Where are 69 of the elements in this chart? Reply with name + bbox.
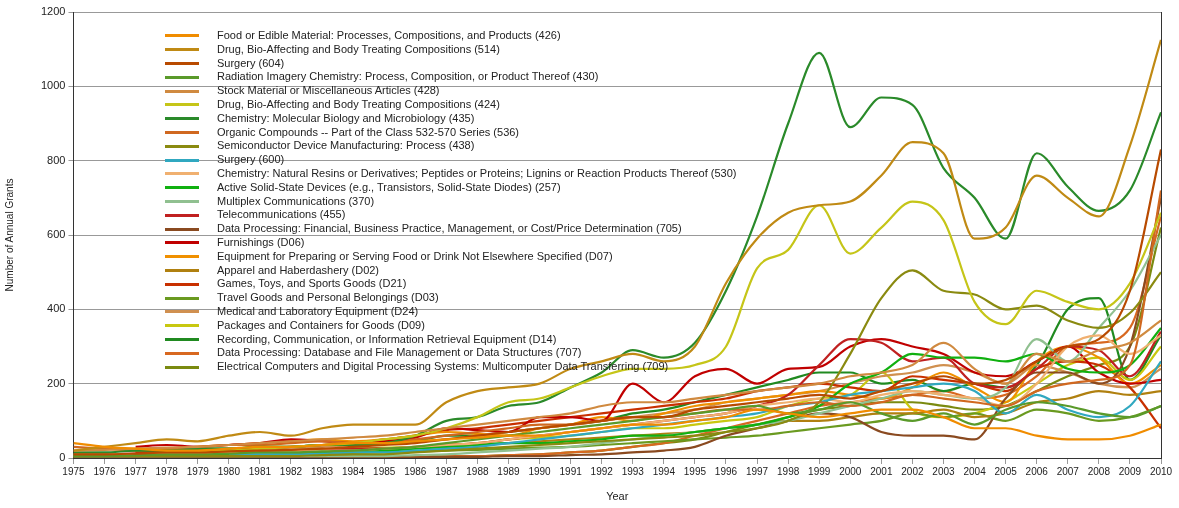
legend-label: Packages and Containers for Goods (D09) xyxy=(217,318,425,333)
legend-label: Telecommunications (455) xyxy=(217,208,346,223)
x-tick-label: 1987 xyxy=(435,465,458,477)
legend-label: Data Processing: Database and File Management or Data Structures (707) xyxy=(217,346,582,361)
x-tick-label: 2001 xyxy=(870,465,893,477)
legend-label: Apparel and Haberdashery (D02) xyxy=(217,263,380,278)
x-tick-label: 2010 xyxy=(1149,465,1173,477)
x-tick-label: 1981 xyxy=(248,465,272,477)
y-tick-label: 600 xyxy=(47,228,66,241)
legend-label: Equipment for Preparing or Serving Food or Drink Not Elsewhere Specified (D07) xyxy=(217,249,613,264)
x-tick-label: 1989 xyxy=(497,465,521,477)
y-tick-label: 0 xyxy=(59,451,66,464)
x-tick-label: 1988 xyxy=(466,465,489,477)
legend-label: Chemistry: Natural Resins or Derivatives; Peptides or Proteins; Lignins or Reaction Products Thereof (530) xyxy=(217,166,737,181)
x-tick-label: 1996 xyxy=(714,465,738,477)
x-tick-label: 2008 xyxy=(1087,465,1111,477)
x-tick-label: 1976 xyxy=(93,465,117,477)
y-axis-title: Number of Annual Grants xyxy=(3,178,15,292)
x-tick-label: 1980 xyxy=(217,465,241,477)
x-tick-label: 1998 xyxy=(777,465,800,477)
legend-label: Travel Goods and Personal Belongings (D03) xyxy=(217,291,439,305)
x-tick-label: 1975 xyxy=(62,465,86,477)
x-tick-label: 1997 xyxy=(745,465,769,477)
x-tick-label: 1983 xyxy=(310,465,334,477)
x-tick-label: 1992 xyxy=(590,465,614,477)
legend-label: Surgery (600) xyxy=(217,153,285,167)
y-tick-label: 1000 xyxy=(40,79,66,92)
x-tick-label: 2002 xyxy=(901,465,924,477)
x-tick-label: 1999 xyxy=(808,465,831,477)
x-tick-label: 1990 xyxy=(528,465,552,477)
x-tick-label: 1993 xyxy=(621,465,645,477)
x-tick-label: 2004 xyxy=(963,465,987,477)
legend-label: Drug, Bio-Affecting and Body Treating Compositions (424) xyxy=(217,97,500,112)
legend-label: Stock Material or Miscellaneous Articles (428) xyxy=(217,84,440,98)
legend-label: Organic Compounds -- Part of the Class 532-570 Series (536) xyxy=(217,125,520,140)
x-tick-label: 1991 xyxy=(559,465,583,477)
legend-label: Surgery (604) xyxy=(217,56,285,71)
y-tick-label: 200 xyxy=(47,376,66,389)
x-tick-label: 1978 xyxy=(155,465,179,477)
x-tick-label: 1984 xyxy=(342,465,365,477)
y-tick-label: 1200 xyxy=(40,5,66,18)
legend-label: Chemistry: Molecular Biology and Microbiology (435) xyxy=(217,111,475,126)
legend-label: Active Solid-State Devices (e.g., Transistors, Solid-State Diodes) (257) xyxy=(217,180,561,195)
legend-label: Furnishings (D06) xyxy=(217,235,305,250)
x-tick-label: 2003 xyxy=(932,465,956,477)
x-tick-label: 1994 xyxy=(652,465,676,477)
x-tick-label: 2000 xyxy=(839,465,862,477)
x-tick-label: 1995 xyxy=(683,465,707,477)
x-tick-label: 1979 xyxy=(186,465,210,477)
legend-label: Radiation Imagery Chemistry: Process, Composition, or Product Thereof (430) xyxy=(217,70,599,85)
x-tick-label: 1985 xyxy=(373,465,396,477)
x-tick-label: 2005 xyxy=(994,465,1018,477)
y-tick-label: 400 xyxy=(47,302,66,315)
legend-label: Games, Toys, and Sports Goods (D21) xyxy=(217,277,407,292)
x-tick-label: 1986 xyxy=(404,465,427,477)
x-tick-label: 2009 xyxy=(1118,465,1142,477)
y-tick-label: 800 xyxy=(47,153,66,166)
x-axis-title: Year xyxy=(606,490,629,503)
x-tick-label: 2007 xyxy=(1056,465,1080,477)
x-tick-label: 2006 xyxy=(1025,465,1049,477)
legend-label: Recording, Communication, or Information Retrieval Equipment (D14) xyxy=(217,332,557,347)
x-tick-label: 1977 xyxy=(124,465,148,477)
legend-label: Food or Edible Material: Processes, Compositions, and Products (426) xyxy=(217,29,561,43)
legend-label: Semiconductor Device Manufacturing: Process (438) xyxy=(217,139,475,154)
legend-label: Medical and Laboratory Equipment (D24) xyxy=(217,304,419,319)
x-tick-label: 1982 xyxy=(279,465,303,477)
legend-label: Drug, Bio-Affecting and Body Treating Compositions (514) xyxy=(217,42,500,57)
legend-label: Multiplex Communications (370) xyxy=(217,194,375,209)
legend-label: Data Processing: Financial, Business Practice, Management, or Cost/Price Determination (705) xyxy=(217,222,682,236)
